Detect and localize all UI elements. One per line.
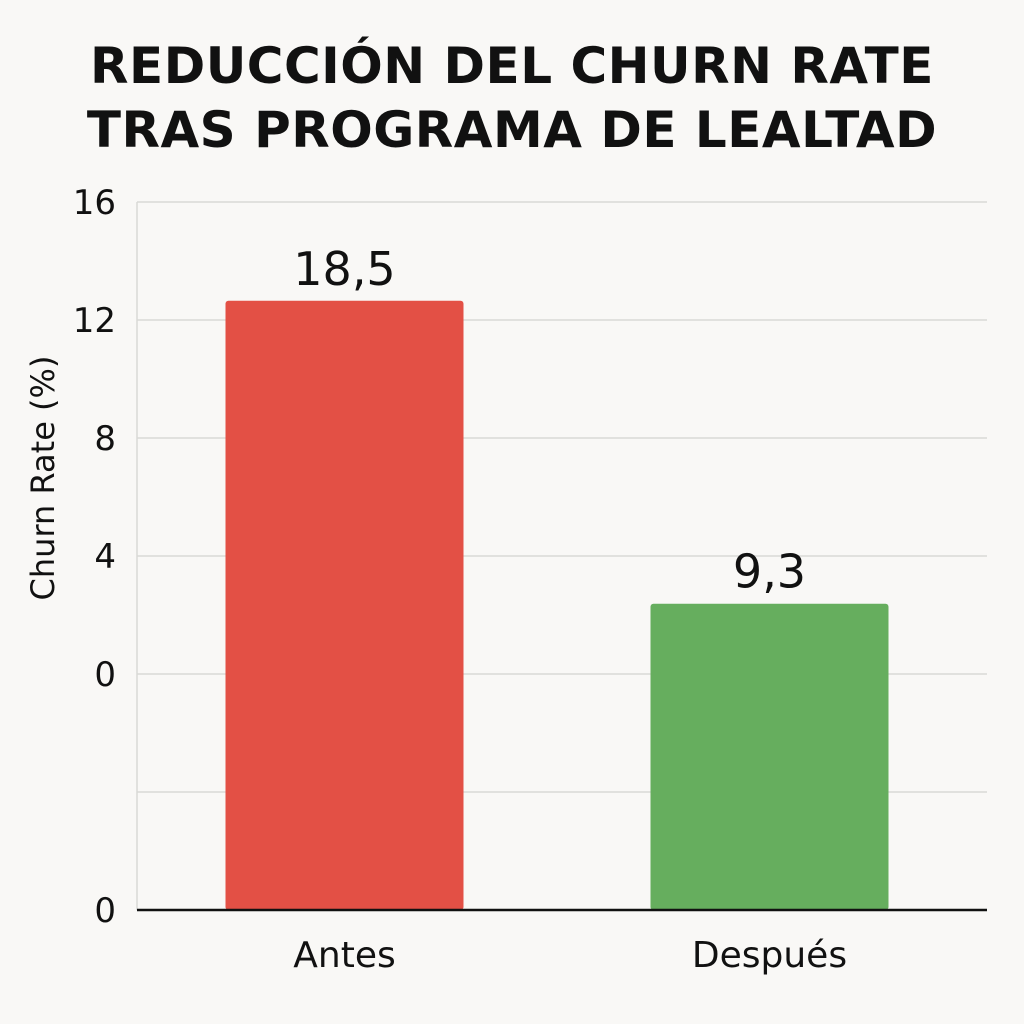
- y-tick-label: 0: [94, 891, 116, 931]
- bar-value-label: 18,5: [293, 242, 395, 296]
- chart-title-line-2: TRAS PROGRAMA DE LEALTAD: [86, 101, 938, 159]
- y-tick-label: 16: [73, 183, 116, 223]
- y-tick-label: 8: [94, 419, 116, 459]
- chart-title-line-1: REDUCCIÓN DEL CHURN RATE: [90, 37, 934, 95]
- x-axis-ticks: Antes Después: [293, 935, 847, 976]
- y-tick-label: 12: [73, 301, 116, 341]
- chart-title: REDUCCIÓN DEL CHURN RATE TRAS PROGRAMA D…: [0, 34, 1024, 162]
- y-tick-label: 0: [94, 655, 116, 695]
- data-labels: 18,5 9,3: [293, 242, 806, 599]
- bar-despues: [650, 603, 889, 910]
- bar-antes: [225, 300, 464, 910]
- y-tick-label: 4: [94, 537, 116, 577]
- y-axis-ticks: 0 0 4 8 12 16: [73, 183, 116, 931]
- y-axis-label: Churn Rate (%): [24, 356, 62, 601]
- x-tick-label: Antes: [293, 935, 395, 976]
- bar-value-label: 9,3: [733, 545, 806, 599]
- x-tick-label: Después: [692, 935, 847, 976]
- bars: [225, 300, 889, 910]
